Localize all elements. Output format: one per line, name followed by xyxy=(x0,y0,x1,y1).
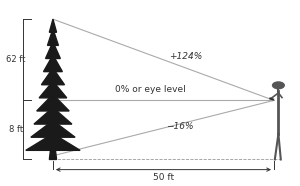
Polygon shape xyxy=(50,141,56,159)
Polygon shape xyxy=(26,134,80,150)
Polygon shape xyxy=(44,55,62,72)
Text: 62 ft: 62 ft xyxy=(6,55,25,64)
Polygon shape xyxy=(46,42,60,59)
Polygon shape xyxy=(37,94,69,111)
Polygon shape xyxy=(47,29,58,45)
Text: 0% or eye level: 0% or eye level xyxy=(115,85,185,94)
Text: 8 ft: 8 ft xyxy=(9,125,23,134)
Polygon shape xyxy=(31,121,75,137)
Text: −16%: −16% xyxy=(166,122,194,131)
Polygon shape xyxy=(39,81,67,98)
Circle shape xyxy=(272,81,285,89)
Text: +124%: +124% xyxy=(169,52,203,61)
Text: 50 ft: 50 ft xyxy=(153,173,174,182)
Polygon shape xyxy=(41,68,64,85)
Polygon shape xyxy=(34,108,72,124)
Polygon shape xyxy=(50,19,56,32)
